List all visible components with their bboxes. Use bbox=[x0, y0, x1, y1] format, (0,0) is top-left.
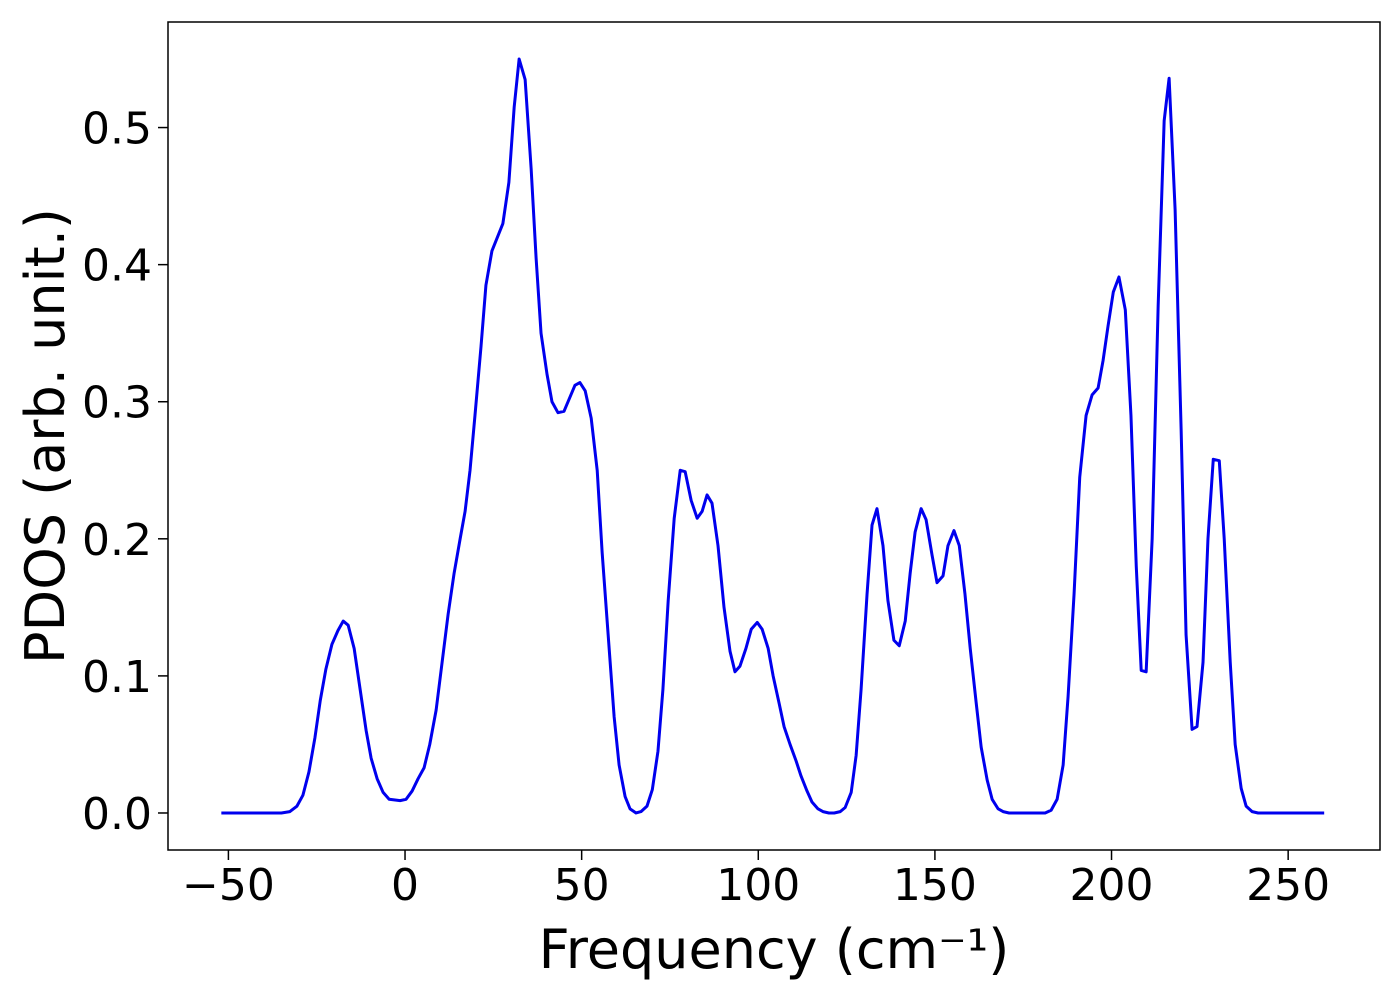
y-axis-label: PDOS (arb. unit.) bbox=[14, 208, 77, 664]
y-tick-label: 0.4 bbox=[82, 241, 152, 292]
y-tick-label: 0.5 bbox=[82, 104, 152, 155]
x-tick-label: 250 bbox=[1246, 860, 1330, 911]
y-tick-label: 0.1 bbox=[82, 652, 152, 703]
line-series bbox=[221, 57, 1325, 815]
x-tick-label: 50 bbox=[554, 860, 610, 911]
x-axis-label: Frequency (cm⁻¹) bbox=[539, 918, 1010, 981]
x-tick-label: 150 bbox=[893, 860, 977, 911]
y-tick-label: 0.3 bbox=[82, 378, 152, 429]
x-tick-label: 0 bbox=[391, 860, 419, 911]
plot-frame bbox=[167, 21, 1381, 851]
y-tick-label: 0.2 bbox=[82, 515, 152, 566]
x-tick-label: −50 bbox=[182, 860, 275, 911]
x-tick-label: 200 bbox=[1070, 860, 1154, 911]
y-tick-label: 0.0 bbox=[82, 789, 152, 840]
x-tick-label: 100 bbox=[716, 860, 800, 911]
